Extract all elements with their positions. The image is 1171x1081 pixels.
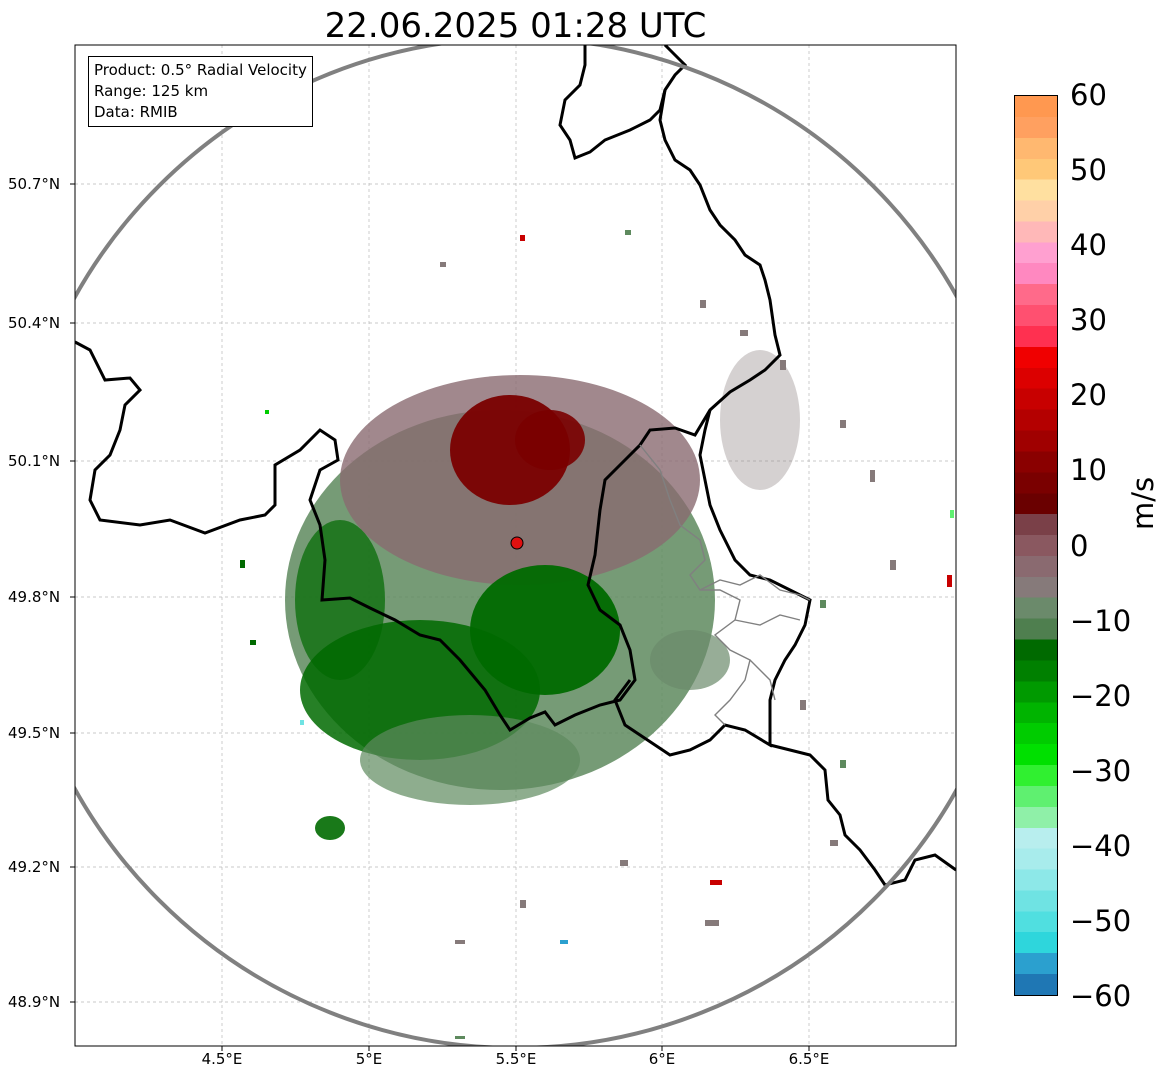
colorbar-tick-label: −20 <box>1070 678 1132 713</box>
scattered-echoes <box>240 230 954 1039</box>
colorbar-tick-label: 10 <box>1070 453 1107 488</box>
lat-tick-label: 49.8°N <box>8 588 61 606</box>
colorbar-tick-label: 50 <box>1070 153 1107 188</box>
lon-tick-label: 5°E <box>355 1050 383 1068</box>
colorbar-tick-label: −50 <box>1070 903 1132 938</box>
lat-tick-label: 48.9°N <box>8 993 61 1011</box>
lon-tick-label: 4.5°E <box>201 1050 243 1068</box>
lat-tick-label: 50.7°N <box>8 175 61 193</box>
velocity-colorbar <box>1014 95 1058 996</box>
lon-tick-label: 5.5°E <box>495 1050 537 1068</box>
velocity-echoes <box>285 350 800 840</box>
province-borders <box>639 444 811 726</box>
colorbar-tick-label: 30 <box>1070 303 1107 338</box>
radar-site-marker <box>510 536 524 550</box>
product-info-box: Product: 0.5° Radial Velocity Range: 125… <box>88 56 313 127</box>
colorbar-tick-label: 20 <box>1070 378 1107 413</box>
lat-tick-label: 49.2°N <box>8 858 61 876</box>
colorbar-tick-label: −60 <box>1070 979 1132 1013</box>
lat-tick-label: 50.4°N <box>8 314 61 332</box>
lat-tick-label: 49.5°N <box>8 724 61 742</box>
colorbar-tick-label: −10 <box>1070 603 1132 638</box>
colorbar-tick-label: −40 <box>1070 828 1132 863</box>
colorbar-tick-label: 0 <box>1070 528 1089 563</box>
product-label: Product: 0.5° Radial Velocity <box>94 61 307 79</box>
colorbar-unit-label: m/s <box>1126 476 1160 530</box>
colorbar-tick-label: 60 <box>1070 78 1107 112</box>
colorbar-tick-label: −30 <box>1070 753 1132 788</box>
map-title: 22.06.2025 01:28 UTC <box>324 6 707 46</box>
lon-tick-label: 6°E <box>648 1050 676 1068</box>
lat-tick-label: 50.1°N <box>8 452 61 470</box>
lon-tick-label: 6.5°E <box>788 1050 830 1068</box>
range-label: Range: 125 km <box>94 82 209 100</box>
country-borders <box>75 45 956 887</box>
data-source-label: Data: RMIB <box>94 103 178 121</box>
colorbar-tick-label: 40 <box>1070 228 1107 263</box>
